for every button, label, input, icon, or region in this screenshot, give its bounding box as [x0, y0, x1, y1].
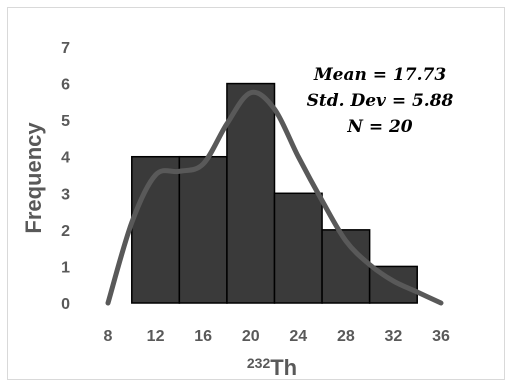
x-tick-label-36: 36 [432, 328, 450, 345]
x-axis-title: 232Th [247, 355, 297, 380]
histogram-bar-10-14 [131, 155, 181, 304]
x-tick-label-12: 12 [147, 328, 165, 345]
x-tick-label-32: 32 [385, 328, 403, 345]
histogram-bar-14-18 [178, 155, 228, 304]
x-tick-label-8: 8 [104, 328, 113, 345]
x-axis-title-superscript: 232 [247, 355, 271, 371]
x-tick-label-16: 16 [194, 328, 212, 345]
annotation-n: N = 20 [346, 117, 412, 137]
y-tick-labels: 0 1 2 3 4 5 6 7 [61, 40, 70, 313]
x-tick-label-20: 20 [242, 328, 260, 345]
density-curve [105, 89, 444, 306]
x-tick-labels: 8 12 16 20 24 28 32 36 [104, 328, 450, 345]
y-tick-label-3: 3 [61, 186, 70, 203]
annotation-std-dev: Std. Dev = 5.88 [307, 91, 454, 111]
x-tick-label-24: 24 [289, 328, 307, 345]
y-tick-label-0: 0 [61, 296, 70, 313]
annotation-mean: Mean = 17.73 [313, 65, 446, 85]
histogram-bar-22-26 [273, 192, 323, 304]
y-axis-title: Frequency [21, 122, 46, 234]
y-tick-label-4: 4 [61, 150, 70, 167]
x-tick-label-28: 28 [337, 328, 355, 345]
y-tick-label-2: 2 [61, 223, 70, 240]
x-axis-title-main: Th [270, 355, 297, 380]
y-tick-label-6: 6 [61, 77, 70, 94]
y-tick-label-1: 1 [61, 259, 70, 276]
y-tick-label-7: 7 [61, 40, 70, 57]
y-tick-label-5: 5 [61, 113, 70, 130]
